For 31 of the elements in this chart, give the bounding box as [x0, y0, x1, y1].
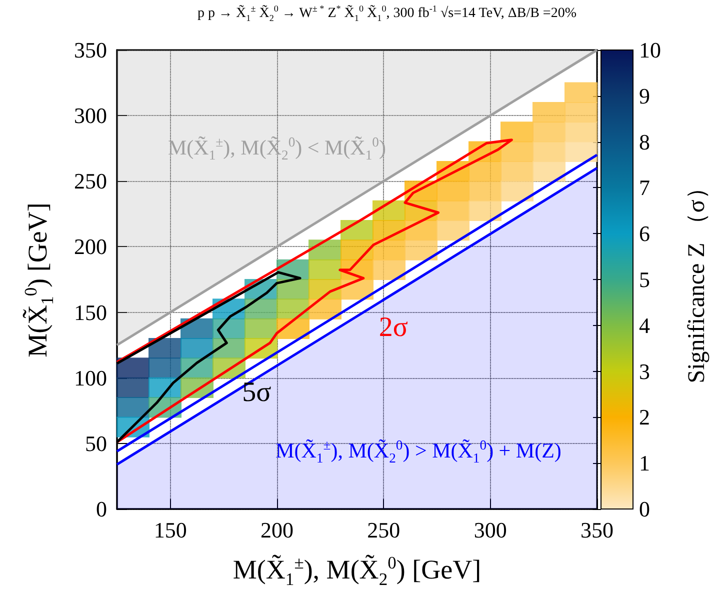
series-label: 5σ — [242, 376, 272, 408]
color-bar-label: 0 — [639, 496, 650, 522]
color-bar-label: 3 — [639, 358, 650, 384]
x-tick-label: 200 — [260, 518, 294, 542]
text: M(X̃$_{1}$$^{±}$), M(X̃$_{2}$$^{0}$) < M(X̃$_{1}$$^{0}$) — [168, 134, 386, 164]
y-tick-label: 100 — [74, 365, 107, 390]
chart-title: p p → X̃$_{1}$$^{±}$ X̃$_{2}$$^{0}$ → W$^{± *}$ Z$^{*}$ X̃$_{1}$$^{0}$ X̃$_{1}$$^{0}$, 300 fb$^{-1}$ √s=14 TeV, ΔB/B =20% — [198, 3, 576, 23]
color-bar-label: 1 — [639, 450, 650, 476]
color-bar-label: 8 — [639, 129, 650, 154]
x-tick-label: 250 — [367, 518, 400, 542]
y-tick-label: 50 — [85, 430, 107, 456]
y-tick-label: 150 — [74, 300, 107, 325]
x-tick-label: 150 — [154, 518, 187, 542]
y-tick-label: 350 — [74, 38, 107, 62]
x-tick-label: 300 — [474, 518, 507, 542]
color-bar-label: 7 — [639, 175, 650, 200]
y-tick-label: 200 — [74, 234, 107, 260]
color-bar-label: 4 — [639, 312, 650, 338]
color-bar-label: 5 — [639, 267, 650, 292]
x-axis-title: M(X̃$_{1}$$^{±}$), M(X̃$_{2}$$^{0}$) [GeV] — [232, 552, 482, 589]
series-label: 2σ — [378, 312, 408, 344]
text: M(X̃$_{1}$$^{±}$), M(X̃$_{2}$$^{0}$) > M(X̃$_{1}$$^{0}$) + M(Z) — [276, 438, 562, 466]
color-bar-label: 10 — [639, 38, 661, 62]
color-bar-title: Significance Z （σ） — [684, 176, 710, 384]
x-tick-label: 350 — [580, 518, 614, 542]
color-bar-label: 9 — [639, 83, 650, 108]
y-tick-label: 300 — [74, 103, 107, 128]
color-bar-label: 6 — [639, 221, 650, 246]
color-bar-label: 2 — [639, 404, 650, 430]
y-tick-label: 0 — [96, 496, 107, 522]
y-tick-label: 250 — [74, 168, 107, 194]
